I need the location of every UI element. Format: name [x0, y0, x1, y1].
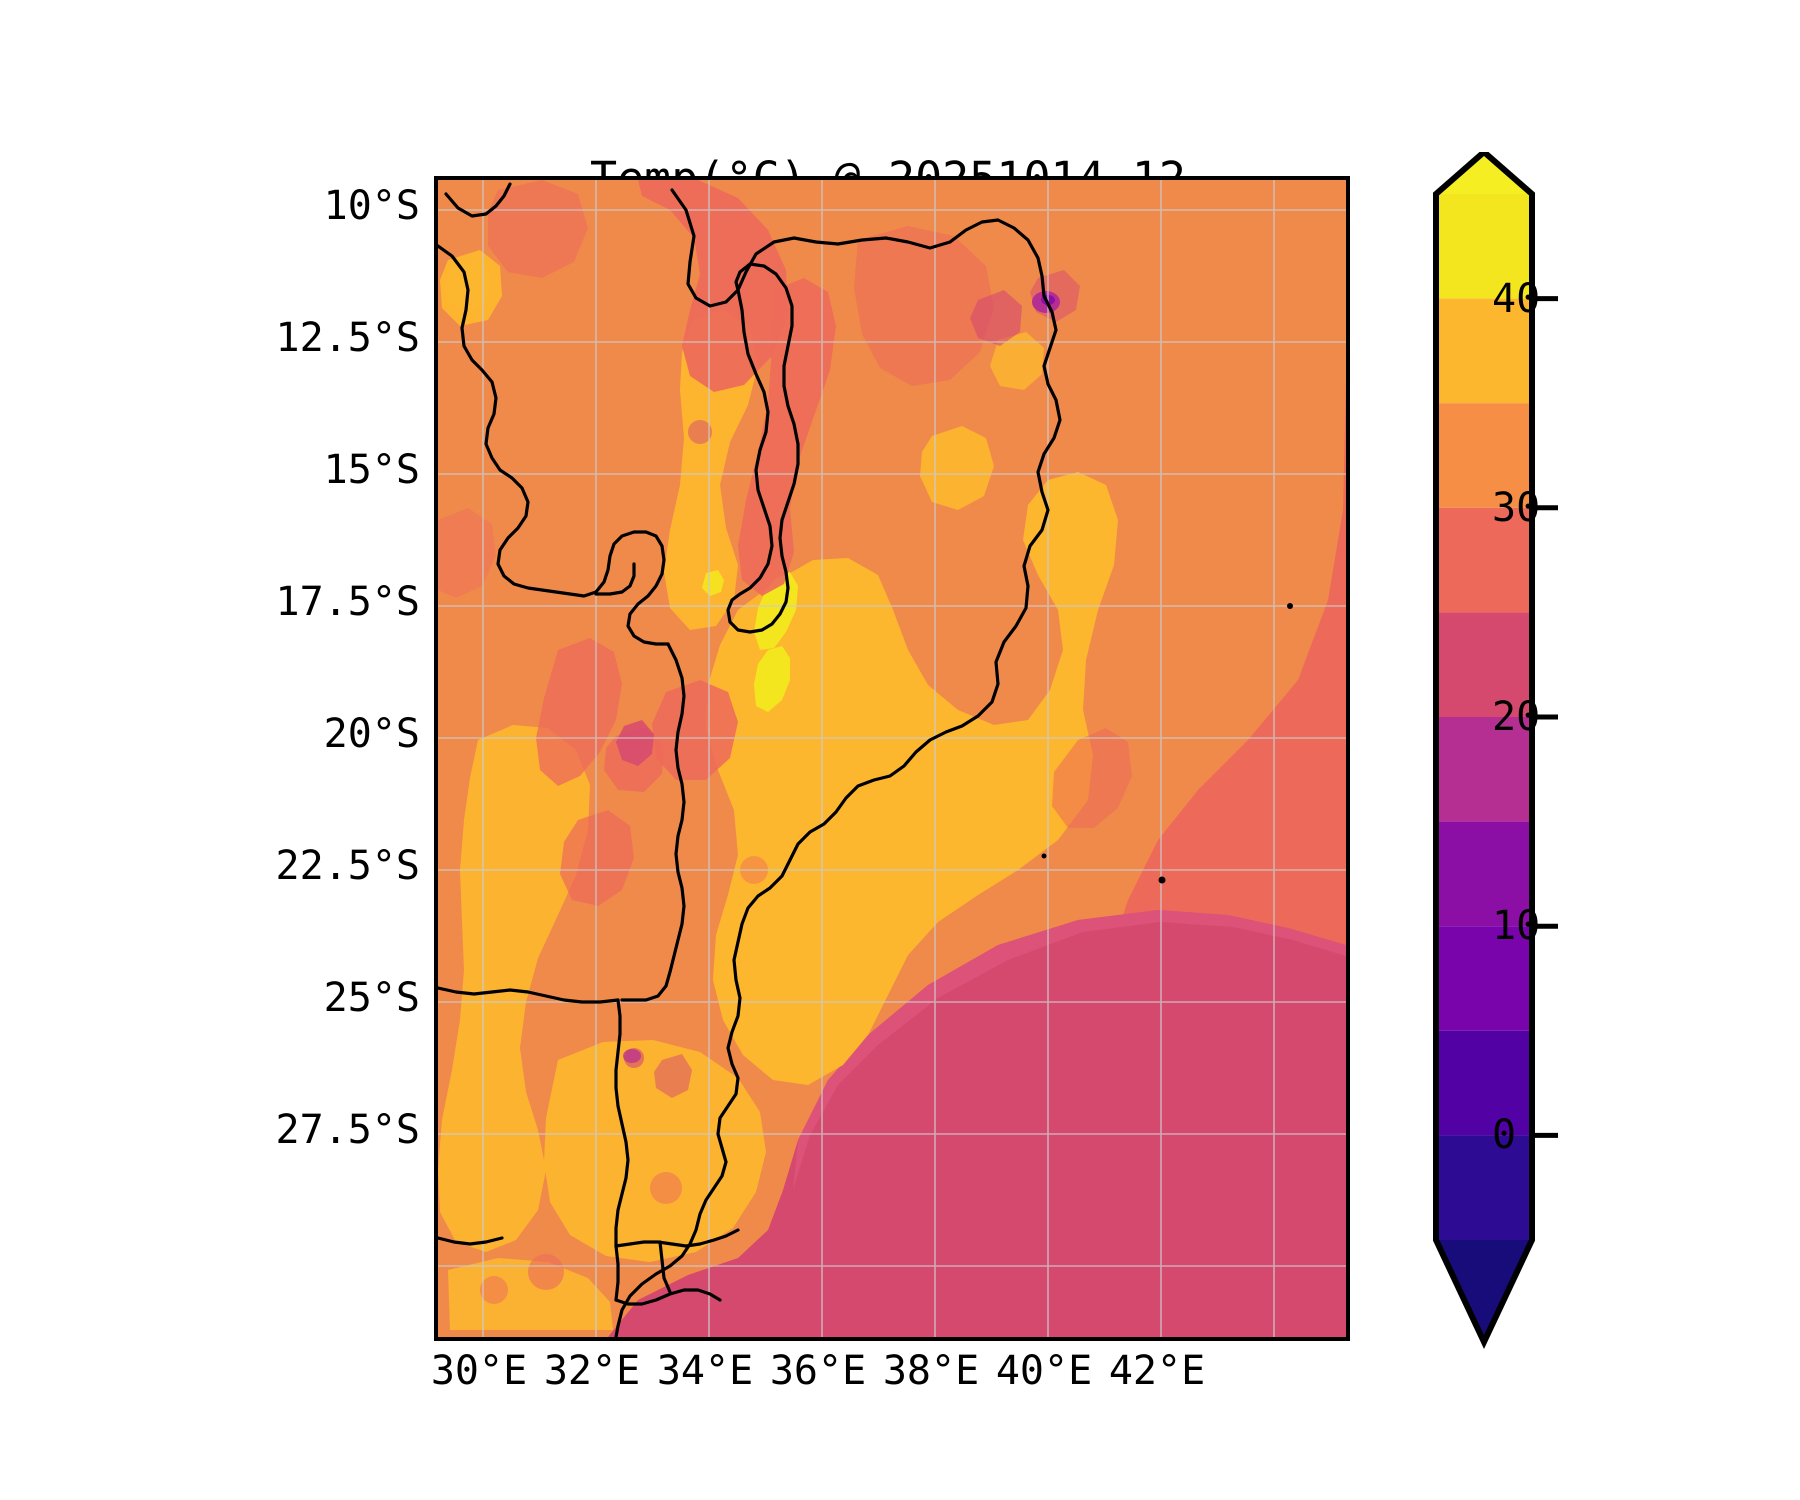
ytick-label-15S: 15°S: [323, 447, 420, 493]
ytick-label-20S: 20°S: [323, 711, 420, 757]
colorbar-tick-label-0: 0: [1492, 1112, 1517, 1159]
ytick-label-10S: 10°S: [323, 183, 420, 229]
xtick-label-38E: 38°E: [882, 1348, 980, 1394]
colorbar-ticks: [1532, 296, 1558, 1138]
island-marker: [1041, 853, 1047, 859]
ytick-label-275S: 27.5°S: [275, 1107, 421, 1153]
temperature-contour-map: [438, 180, 1346, 1337]
colorbar-band-20-25: [1436, 612, 1532, 717]
colorbar-extend-min: [1436, 1240, 1532, 1342]
xtick-label-40E: 40°E: [995, 1348, 1093, 1394]
island-marker: [1158, 876, 1166, 884]
colorbar[interactable]: 40 30 20 10 0: [1418, 152, 1668, 1352]
island-marker: [1287, 603, 1293, 609]
ytick-label-25S: 25°S: [323, 975, 420, 1021]
colorbar-band-25-30: [1436, 507, 1532, 613]
ytick-label-175S: 17.5°S: [275, 579, 421, 625]
colorbar-tick-label-30: 30: [1492, 484, 1541, 531]
colorbar-tick-label-10: 10: [1492, 903, 1541, 950]
colorbar-extend-max: [1436, 152, 1532, 194]
colorbar-band-35-40: [1436, 298, 1532, 404]
colorbar-band-5-10: [1436, 926, 1532, 1031]
xtick-label-36E: 36°E: [769, 1348, 867, 1394]
colorbar-band--5-0: [1436, 1135, 1532, 1240]
xtick-label-30E: 30°E: [430, 1348, 528, 1394]
ytick-label-125S: 12.5°S: [275, 315, 421, 361]
colorbar-tick-label-20: 20: [1492, 694, 1541, 740]
colorbar-svg: [1433, 152, 1558, 1350]
colorbar-band-0-5: [1436, 1030, 1532, 1136]
country-borders-coastline: [438, 182, 1062, 1337]
colorbar-band-15-20: [1436, 717, 1532, 822]
xtick-label-34E: 34°E: [656, 1348, 754, 1394]
xtick-label-32E: 32°E: [543, 1348, 641, 1394]
colorbar-band-40-45: [1436, 194, 1532, 299]
map-plot-area[interactable]: [434, 176, 1350, 1341]
ytick-label-225S: 22.5°S: [275, 843, 421, 889]
colorbar-tick-label-40: 40: [1492, 275, 1541, 322]
map-clip: [438, 180, 1346, 1337]
xtick-label-42E: 42°E: [1108, 1348, 1206, 1394]
colorbar-band-30-35: [1436, 403, 1532, 508]
colorbar-outline: [1433, 152, 1535, 1350]
colorbar-band-10-15: [1436, 821, 1532, 927]
